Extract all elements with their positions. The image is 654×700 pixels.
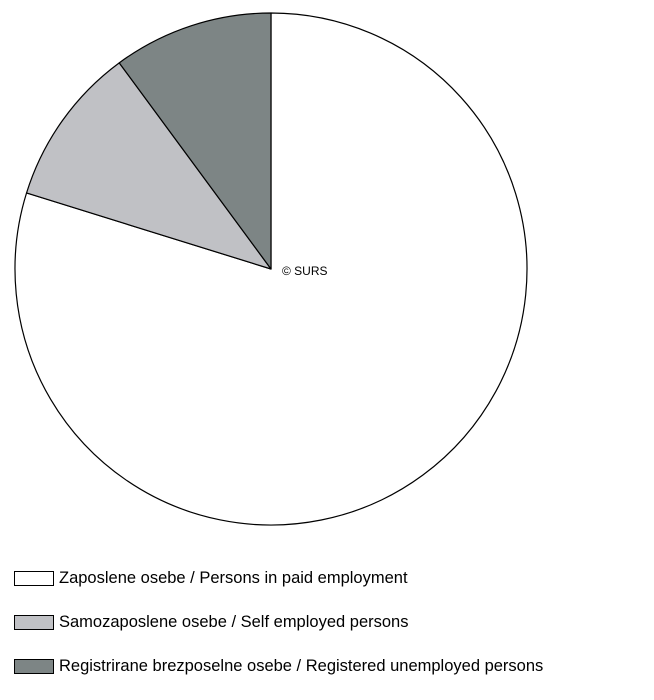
legend-item-paid-employment: Zaposlene osebe / Persons in paid employ… bbox=[14, 568, 543, 588]
legend-label-self-employed: Samozaposlene osebe / Self employed pers… bbox=[59, 612, 409, 631]
pie-chart: © SURS bbox=[14, 12, 528, 526]
legend-swatch-paid-employment bbox=[14, 570, 54, 586]
legend-swatch-unemployed bbox=[14, 658, 54, 674]
legend-item-unemployed: Registrirane brezposelne osebe / Registe… bbox=[14, 656, 543, 676]
copyright-annotation: © SURS bbox=[282, 264, 328, 278]
legend-item-self-employed: Samozaposlene osebe / Self employed pers… bbox=[14, 612, 543, 632]
legend-label-paid-employment: Zaposlene osebe / Persons in paid employ… bbox=[59, 568, 408, 587]
legend-label-unemployed: Registrirane brezposelne osebe / Registe… bbox=[59, 656, 544, 675]
pie-slice-unemployed bbox=[118, 12, 272, 270]
legend-swatch-self-employed bbox=[14, 614, 54, 630]
pie-slices bbox=[14, 12, 528, 526]
legend: Zaposlene osebe / Persons in paid employ… bbox=[14, 568, 543, 700]
pie-slice-self-employed bbox=[25, 62, 272, 270]
pie-slice-paid-employment bbox=[14, 12, 528, 526]
